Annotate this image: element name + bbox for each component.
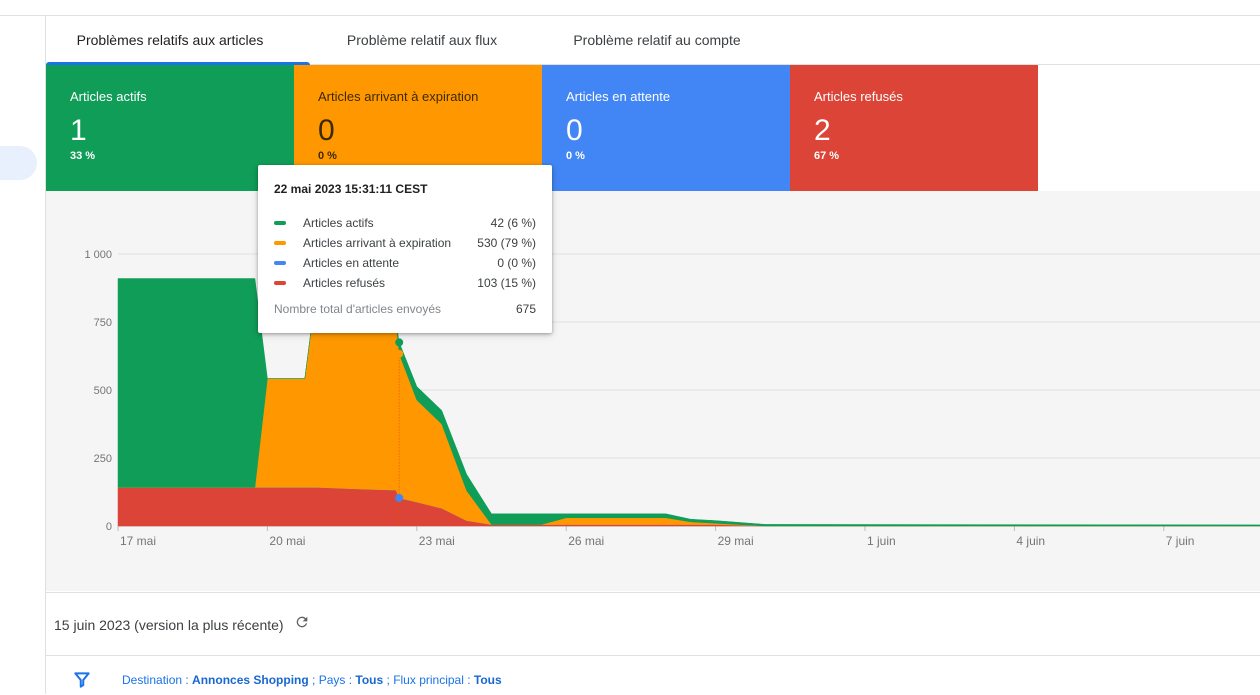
- card-active-articles[interactable]: Articles actifs 1 33 %: [46, 65, 294, 191]
- hover-point-active: [395, 338, 404, 347]
- filter-destination-label: Destination :: [122, 673, 193, 687]
- tooltip-row-active: Articles actifs 42 (6 %): [274, 213, 536, 233]
- tab-flux[interactable]: Problème relatif aux flux: [310, 16, 534, 64]
- left-nav-rail: [0, 16, 46, 694]
- card-refused-articles[interactable]: Articles refusés 2 67 %: [790, 65, 1038, 191]
- card-label: Articles actifs: [70, 89, 147, 104]
- filter-flux-label: ; Flux principal :: [383, 673, 474, 687]
- chart-tooltip: 22 mai 2023 15:31:11 CEST Articles actif…: [258, 165, 552, 333]
- tab-articles-label: Problèmes relatifs aux articles: [76, 32, 264, 48]
- card-label: Articles en attente: [566, 89, 671, 104]
- x-tick-label: 4 juin: [1016, 534, 1045, 548]
- y-tick-label: 0: [106, 521, 112, 533]
- tooltip-row-label: Articles en attente: [303, 256, 400, 270]
- card-percent: 0 %: [318, 150, 337, 162]
- card-label: Articles refusés: [814, 89, 903, 104]
- tooltip-total-value: 675: [515, 302, 536, 316]
- x-tick-label: 7 juin: [1166, 534, 1195, 548]
- refresh-icon[interactable]: [292, 614, 312, 634]
- chart-panel: 0 250 500 750 1 000 17 mai 20 mai 23 mai 26 mai 2…: [46, 191, 1260, 591]
- tooltip-title: 22 mai 2023 15:31:11 CEST: [274, 182, 428, 196]
- tooltip-row-expiring: Articles arrivant à expiration 530 (79 %…: [274, 233, 536, 253]
- card-percent: 67 %: [814, 150, 840, 162]
- filter-pays-label: ; Pays :: [308, 673, 356, 687]
- tooltip-row-label: Articles arrivant à expiration: [303, 236, 452, 250]
- card-percent: 33 %: [70, 150, 96, 162]
- top-bar: [0, 0, 1260, 16]
- tooltip-row-value: 42 (6 %): [490, 216, 536, 230]
- x-tick-label: 20 mai: [269, 534, 305, 548]
- legend-swatch: [274, 281, 286, 285]
- card-value: 0: [318, 114, 335, 147]
- x-tick-label: 17 mai: [120, 534, 156, 548]
- card-value: 1: [70, 114, 87, 147]
- filter-pays-value: Tous: [355, 673, 384, 687]
- stacked-area-chart[interactable]: 0 250 500 750 1 000 17 mai 20 mai 23 mai 26 mai 2…: [46, 191, 1260, 591]
- hover-point-pending: [395, 493, 404, 502]
- hover-point-expiring: [395, 349, 404, 358]
- card-value: 0: [566, 114, 583, 147]
- legend-swatch: [274, 241, 286, 245]
- tab-flux-label: Problème relatif aux flux: [346, 32, 498, 48]
- y-tick-label: 750: [94, 317, 112, 329]
- filter-destination-value: Annonces Shopping: [192, 673, 309, 687]
- tooltip-row-label: Articles refusés: [303, 276, 386, 290]
- tab-bar: Problèmes relatifs aux articles Problème…: [46, 16, 1260, 65]
- card-pending-articles[interactable]: Articles en attente 0 0 %: [542, 65, 790, 191]
- tab-articles[interactable]: Problèmes relatifs aux articles: [46, 16, 310, 65]
- y-tick-label: 500: [94, 385, 112, 397]
- tooltip-row-value: 530 (79 %): [477, 236, 536, 250]
- y-tick-label: 1 000: [84, 249, 112, 261]
- filter-row: Destination : Annonces Shopping ; Pays :…: [46, 656, 1260, 694]
- tooltip-row-pending: Articles en attente 0 (0 %): [274, 253, 536, 273]
- version-row: 15 juin 2023 (version la plus récente): [46, 592, 1260, 656]
- legend-swatch: [274, 261, 286, 265]
- x-tick-label: 26 mai: [568, 534, 604, 548]
- x-tick-label: 23 mai: [419, 534, 455, 548]
- card-value: 2: [814, 114, 831, 147]
- x-tick-label: 1 juin: [867, 534, 896, 548]
- tooltip-row-value: 0 (0 %): [497, 256, 536, 270]
- legend-swatch: [274, 221, 286, 225]
- x-tick-label: 29 mai: [718, 534, 754, 548]
- tooltip-total-label: Nombre total d'articles envoyés: [274, 302, 442, 316]
- tooltip-row-refused: Articles refusés 103 (15 %): [274, 273, 536, 293]
- y-tick-label: 250: [94, 453, 112, 465]
- card-label: Articles arrivant à expiration: [318, 89, 479, 104]
- version-text: 15 juin 2023 (version la plus récente): [54, 617, 284, 633]
- filter-flux-value: Tous: [473, 673, 502, 687]
- tab-compte-label: Problème relatif au compte: [573, 32, 741, 48]
- filter-summary[interactable]: Destination : Annonces Shopping ; Pays :…: [122, 673, 502, 687]
- nav-active-indicator[interactable]: [0, 146, 37, 180]
- tooltip-row-value: 103 (15 %): [477, 276, 536, 290]
- filter-icon[interactable]: [72, 670, 92, 690]
- tab-compte[interactable]: Problème relatif au compte: [550, 16, 764, 64]
- tooltip-row-label: Articles actifs: [303, 216, 374, 230]
- active-tab-indicator: [46, 62, 310, 65]
- card-percent: 0 %: [566, 150, 585, 162]
